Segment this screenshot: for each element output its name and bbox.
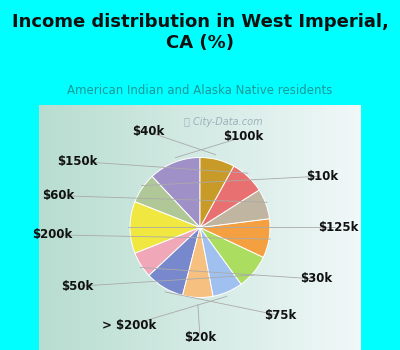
Wedge shape bbox=[200, 166, 259, 228]
Wedge shape bbox=[135, 176, 200, 228]
Wedge shape bbox=[200, 219, 270, 257]
Text: $75k: $75k bbox=[264, 309, 297, 322]
Text: $30k: $30k bbox=[300, 272, 332, 286]
Text: $50k: $50k bbox=[62, 280, 94, 293]
Wedge shape bbox=[149, 228, 200, 295]
Text: Income distribution in West Imperial,
CA (%): Income distribution in West Imperial, CA… bbox=[12, 13, 388, 52]
Text: $200k: $200k bbox=[32, 228, 72, 242]
Text: $150k: $150k bbox=[58, 155, 98, 168]
Wedge shape bbox=[200, 190, 270, 228]
Text: $20k: $20k bbox=[184, 331, 216, 344]
Text: ⓘ City-Data.com: ⓘ City-Data.com bbox=[184, 117, 263, 127]
Text: American Indian and Alaska Native residents: American Indian and Alaska Native reside… bbox=[67, 84, 333, 97]
Text: $125k: $125k bbox=[318, 221, 359, 234]
Wedge shape bbox=[130, 202, 200, 253]
Wedge shape bbox=[152, 158, 200, 228]
Text: $60k: $60k bbox=[42, 189, 74, 202]
Wedge shape bbox=[182, 228, 213, 298]
Wedge shape bbox=[200, 158, 234, 228]
Text: $10k: $10k bbox=[306, 169, 338, 183]
Wedge shape bbox=[200, 228, 263, 284]
Text: $40k: $40k bbox=[132, 125, 165, 139]
Text: $100k: $100k bbox=[223, 130, 264, 143]
Wedge shape bbox=[135, 228, 200, 275]
Text: > $200k: > $200k bbox=[102, 319, 156, 332]
Wedge shape bbox=[200, 228, 241, 296]
